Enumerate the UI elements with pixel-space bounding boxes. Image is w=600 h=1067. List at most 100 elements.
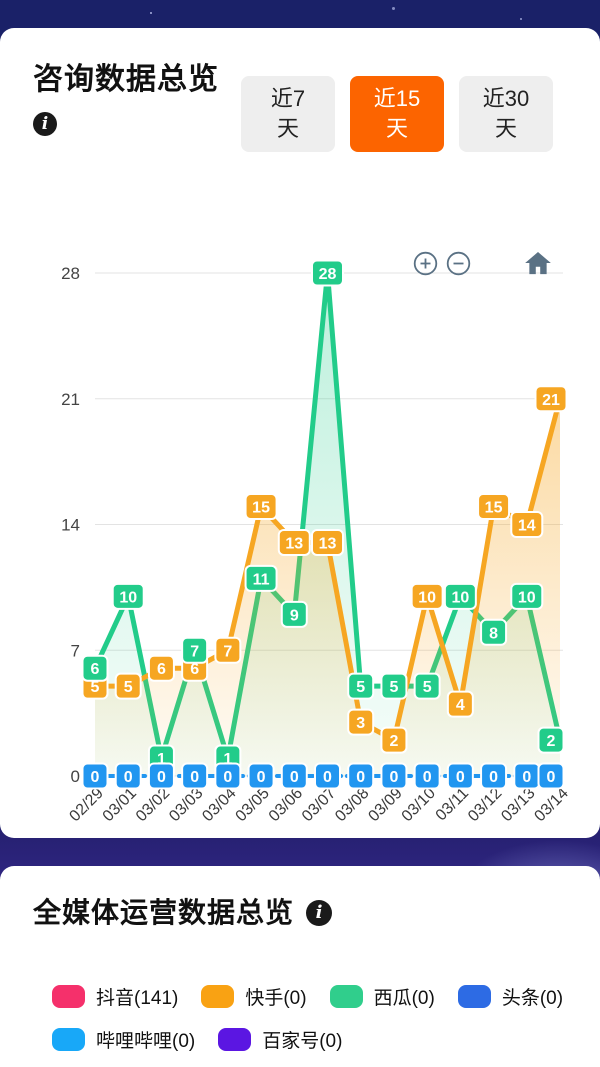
data-label-box <box>347 708 375 736</box>
star-decoration <box>392 7 395 10</box>
data-label-box <box>413 762 441 790</box>
data-label-box <box>147 762 175 790</box>
chart-x-axis: 02/2903/0103/0203/0303/0403/0503/0603/07… <box>66 785 571 825</box>
data-label-value: 7 <box>223 643 232 660</box>
data-label-value: 0 <box>389 769 398 786</box>
data-label-value: 6 <box>157 661 166 678</box>
data-label-value: 5 <box>91 679 100 696</box>
tab-last-15-days[interactable]: 近15天 <box>350 76 444 152</box>
data-label-box <box>314 762 341 790</box>
data-label-value: 2 <box>547 733 556 750</box>
legend-swatch <box>52 1028 85 1051</box>
x-axis-label: 03/03 <box>166 785 206 825</box>
x-axis-label: 03/08 <box>332 785 372 825</box>
data-label-value: 15 <box>252 500 270 517</box>
data-label-value: 13 <box>285 535 303 552</box>
consult-chart-area: 0 7 14 21 28 02/29 03/01 03/02 03/03 03/04 03/05 03… <box>0 228 600 860</box>
data-label-box <box>413 672 441 700</box>
consult-data-card: 咨询数据总览 i 近7天 近15天 近30天 0 7 14 <box>0 28 600 838</box>
legend-item[interactable]: 快手(0) <box>201 983 307 1010</box>
data-label-value: 0 <box>547 769 556 786</box>
consult-chart: 0714212802/2903/0103/0203/0303/0403/0503… <box>61 259 572 825</box>
x-axis-label: 03/06 <box>266 785 306 825</box>
data-label-value: 5 <box>124 679 133 696</box>
data-label-value: 11 <box>253 571 270 588</box>
data-label-value: 10 <box>418 589 436 606</box>
date-range-tabs: 近7天 近15天 近30天 <box>241 76 553 152</box>
data-label-value: 10 <box>451 589 469 606</box>
data-label-box <box>347 762 375 790</box>
data-label-box <box>81 762 109 790</box>
info-icon[interactable]: i <box>306 900 333 926</box>
chart-toolbar <box>0 242 600 276</box>
legend-item[interactable]: 百家号(0) <box>218 1026 342 1053</box>
legend-label: 百家号(0) <box>262 1031 343 1052</box>
data-label-box <box>510 582 544 610</box>
data-label-box <box>244 564 278 592</box>
data-label-box <box>114 762 142 790</box>
data-label-value: 14 <box>518 518 536 535</box>
x-axis-label: 03/12 <box>465 785 505 825</box>
y-axis-label: 28 <box>61 264 80 283</box>
data-label-value: 0 <box>190 769 199 786</box>
x-axis-label: 03/10 <box>399 785 439 825</box>
legend-item[interactable]: 哔哩哔哩(0) <box>52 1026 195 1053</box>
data-label-value: 1 <box>223 751 232 768</box>
legend-label: 西瓜(0) <box>373 988 435 1009</box>
data-label-box <box>280 762 308 790</box>
media-data-card: 全媒体运营数据总览 i 抖音(141) 快手(0) 西瓜(0) 头条(0) 哔哩哔哩(0… <box>0 866 600 1067</box>
data-label-value: 0 <box>356 769 365 786</box>
data-label-box <box>214 762 242 790</box>
media-card-title: 全媒体运营数据总览 <box>33 897 295 928</box>
data-label-box <box>446 690 474 718</box>
legend-label: 抖音(141) <box>96 988 179 1009</box>
data-label-box <box>280 600 308 628</box>
data-label-box <box>347 672 375 700</box>
x-axis-label: 03/14 <box>531 785 571 825</box>
data-label-box <box>277 528 311 556</box>
data-label-box <box>311 528 344 556</box>
data-label-value: 0 <box>124 769 133 786</box>
x-axis-label: 03/04 <box>199 785 239 825</box>
data-label-value: 28 <box>319 266 337 283</box>
legend-item[interactable]: 抖音(141) <box>52 983 178 1010</box>
x-axis-label: 03/07 <box>299 785 339 825</box>
data-label-value: 5 <box>389 679 398 696</box>
data-label-box <box>534 385 568 413</box>
data-label-box <box>81 654 109 682</box>
zoom-out-icon[interactable] <box>446 251 471 276</box>
consult-card-header: 咨询数据总览 i 近7天 近15天 近30天 <box>0 28 600 152</box>
legend-item[interactable]: 西瓜(0) <box>329 983 435 1010</box>
y-axis-label: 0 <box>71 767 80 786</box>
data-label-value: 4 <box>456 697 465 714</box>
data-label-value: 0 <box>157 769 166 786</box>
legend-item[interactable]: 头条(0) <box>457 983 564 1010</box>
data-label-value: 3 <box>356 715 365 732</box>
y-axis-label: 21 <box>61 390 80 409</box>
data-label-value: 21 <box>542 392 560 409</box>
legend-swatch <box>457 985 491 1008</box>
data-label-value: 10 <box>119 589 137 606</box>
zoom-in-icon[interactable] <box>413 251 438 276</box>
data-label-box <box>247 762 275 790</box>
tab-last-7-days[interactable]: 近7天 <box>241 76 335 152</box>
data-label-box <box>510 511 544 538</box>
data-label-value: 15 <box>485 500 503 517</box>
info-icon[interactable]: i <box>33 112 57 136</box>
data-label-box <box>181 762 209 790</box>
data-label-box <box>311 259 344 287</box>
data-label-value: 0 <box>91 769 100 786</box>
x-axis-label: 03/11 <box>433 785 473 825</box>
data-label-box <box>214 636 242 664</box>
tab-last-30-days[interactable]: 近30天 <box>459 76 553 152</box>
data-label-box <box>480 618 508 646</box>
data-label-value: 6 <box>190 661 199 678</box>
home-icon[interactable] <box>524 249 552 277</box>
data-label-value: 6 <box>91 661 100 678</box>
x-axis-label: 03/01 <box>100 785 140 825</box>
data-label-box <box>114 672 142 700</box>
legend-label: 头条(0) <box>501 988 564 1009</box>
